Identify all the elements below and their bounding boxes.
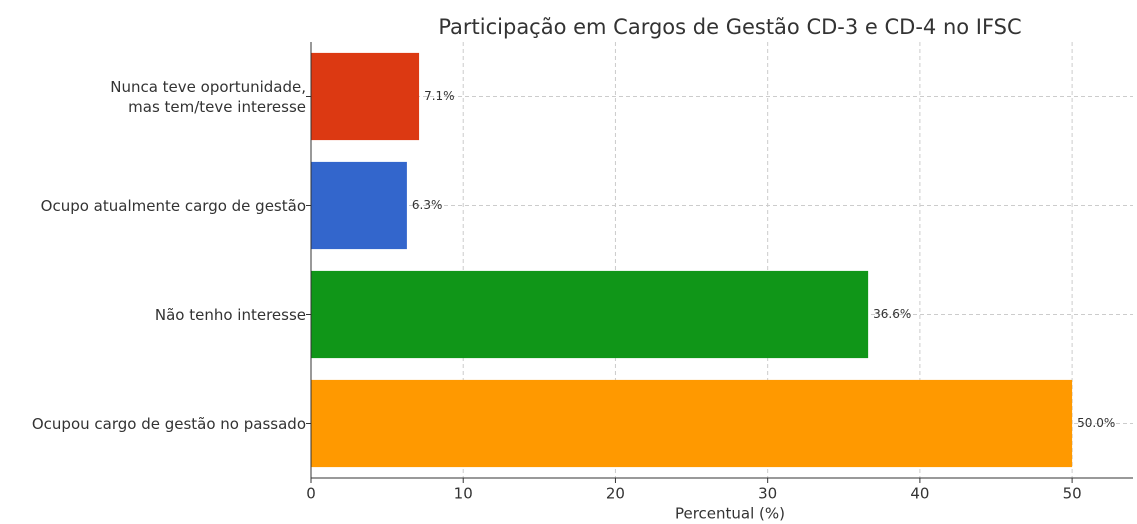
bar (311, 379, 1073, 468)
x-tick-label: 30 (758, 485, 777, 503)
x-tick-label: 50 (1063, 485, 1082, 503)
value-label: 50.0% (1077, 416, 1115, 430)
x-tick-label: 10 (454, 485, 473, 503)
y-tick-label: Nunca teve oportunidade, mas tem/teve in… (110, 77, 306, 116)
value-label: 6.3% (412, 198, 443, 212)
bar (311, 161, 407, 250)
x-tick-label: 0 (306, 485, 316, 503)
value-label: 36.6% (873, 307, 911, 321)
y-tick-label: Ocupo atualmente cargo de gestão (40, 196, 306, 215)
chart-title: Participação em Cargos de Gestão CD-3 e … (438, 15, 1021, 39)
x-tick-label: 20 (606, 485, 625, 503)
bar (311, 52, 420, 141)
y-tick-label: Não tenho interesse (154, 305, 306, 324)
x-axis-label: Percentual (%) (675, 505, 785, 523)
x-tick-label: 40 (910, 485, 929, 503)
value-label: 7.1% (424, 89, 455, 103)
y-tick-label: Ocupou cargo de gestão no passado (31, 414, 306, 433)
bar (311, 270, 869, 359)
